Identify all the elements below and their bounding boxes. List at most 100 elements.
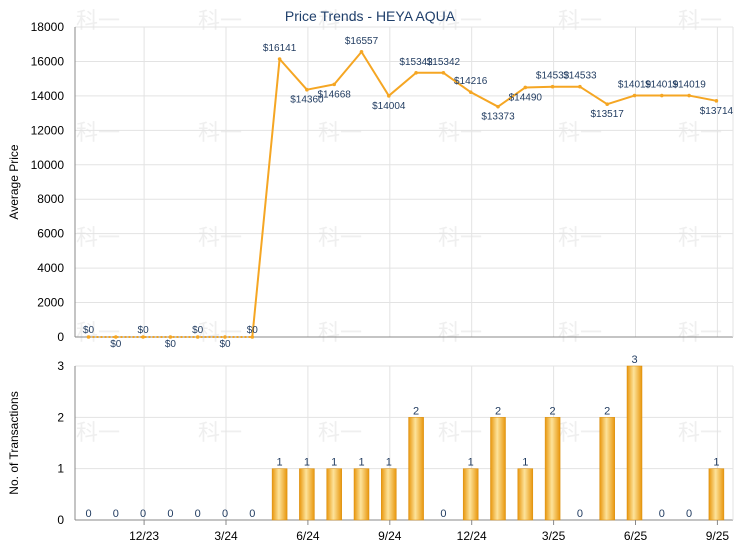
price-point [86, 335, 91, 339]
price-data-label: $14019 [672, 80, 706, 91]
price-data-label: $14533 [536, 71, 570, 82]
watermark: 科一 [558, 321, 602, 346]
watermark: 科一 [438, 321, 482, 346]
price-point [660, 93, 664, 98]
price-data-label: $0 [138, 325, 150, 336]
transaction-count-label: 3 [631, 354, 637, 366]
transaction-count-label: 0 [686, 508, 692, 520]
transaction-bar [271, 468, 288, 521]
price-data-label: $15342 [399, 57, 433, 68]
watermark: 科一 [438, 421, 482, 446]
watermark: 科一 [678, 226, 722, 251]
watermark: 科一 [198, 121, 242, 146]
price-point [687, 93, 691, 98]
transaction-bar [381, 468, 397, 521]
watermark: 科一 [198, 9, 242, 34]
watermark: 科一 [438, 121, 482, 146]
y-tick-label-transactions: 3 [57, 359, 64, 373]
x-tick-label: 6/24 [296, 529, 320, 543]
y-tick-label-transactions: 0 [57, 513, 64, 527]
price-point [359, 50, 364, 54]
price-data-label: $14668 [318, 89, 352, 100]
price-point [195, 335, 200, 339]
transaction-count-label: 0 [222, 508, 228, 520]
price-point [277, 57, 282, 61]
transaction-count-label: 2 [495, 405, 501, 417]
transaction-bar [517, 468, 534, 521]
x-tick-label: 9/25 [706, 529, 730, 543]
chart-title: Price Trends - HEYA AQUA [285, 8, 456, 24]
x-tick-label: 9/24 [378, 529, 402, 543]
price-data-label: $13373 [481, 112, 515, 123]
watermark: 科一 [198, 421, 242, 446]
price-point [496, 104, 500, 109]
price-data-label: $14533 [563, 71, 597, 82]
watermark: 科一 [558, 121, 602, 146]
price-point [468, 90, 473, 94]
y-tick-label-price: 14000 [31, 89, 65, 103]
watermark: 科一 [76, 226, 120, 251]
transaction-bar [408, 417, 424, 521]
y-tick-label-price: 18000 [31, 20, 65, 34]
transaction-count-label: 2 [413, 405, 419, 417]
price-data-label: $0 [219, 339, 231, 350]
transaction-count-label: 0 [249, 508, 255, 520]
transaction-count-label: 0 [440, 508, 446, 520]
transaction-count-label: 0 [140, 508, 146, 520]
y-tick-label-transactions: 2 [57, 410, 64, 424]
transaction-count-label: 1 [304, 457, 310, 469]
transaction-count-label: 0 [113, 508, 119, 520]
price-data-label: $16141 [263, 43, 297, 54]
transaction-count-label: 1 [358, 457, 364, 469]
watermark: 科一 [318, 421, 362, 446]
y-tick-label-price: 10000 [31, 158, 65, 172]
y-axis-label-transactions: No. of Transactions [7, 391, 21, 494]
transaction-count-label: 1 [522, 457, 528, 469]
watermark: 科一 [198, 226, 242, 251]
price-point [168, 335, 173, 339]
y-tick-label-price: 6000 [37, 227, 64, 241]
price-data-label: $13517 [591, 109, 625, 120]
price-data-label: $14019 [618, 80, 652, 91]
price-point [523, 85, 528, 90]
transaction-count-label: 0 [577, 508, 583, 520]
price-point [141, 335, 145, 339]
price-data-label: $14004 [372, 101, 406, 112]
price-data-label: $0 [192, 325, 204, 336]
price-point [223, 335, 227, 339]
price-data-label: $16557 [345, 36, 379, 47]
watermark: 科一 [678, 9, 722, 34]
price-point [550, 84, 555, 89]
watermark: 科一 [438, 226, 482, 251]
price-data-label: $0 [165, 339, 177, 350]
y-axis-label-price: Average Price [7, 144, 21, 219]
watermark: 科一 [678, 121, 722, 146]
transaction-bar [462, 468, 479, 521]
watermark: 科一 [558, 9, 602, 34]
y-tick-label-price: 12000 [31, 123, 65, 137]
y-tick-label-transactions: 1 [57, 462, 64, 476]
price-point [305, 87, 309, 92]
transaction-count-label: 1 [468, 457, 474, 469]
transaction-bar [626, 365, 643, 521]
watermark: 科一 [558, 226, 602, 251]
y-tick-label-price: 4000 [37, 261, 64, 275]
watermark: 科一 [76, 321, 120, 346]
transaction-bar [708, 468, 725, 521]
price-line [251, 50, 717, 338]
x-tick-label: 12/23 [129, 529, 159, 543]
watermark: 科一 [678, 321, 722, 346]
price-data-label: $0 [83, 325, 95, 336]
transaction-bar [599, 417, 615, 521]
transaction-count-label: 1 [713, 457, 719, 469]
transaction-count-label: 1 [386, 457, 392, 469]
price-point [605, 102, 609, 107]
transaction-bar [353, 468, 370, 521]
transaction-count-label: 2 [550, 405, 556, 417]
transaction-count-label: 0 [167, 508, 173, 520]
price-point [387, 94, 391, 98]
price-data-label: $14490 [509, 92, 543, 103]
transaction-bar [490, 417, 506, 521]
